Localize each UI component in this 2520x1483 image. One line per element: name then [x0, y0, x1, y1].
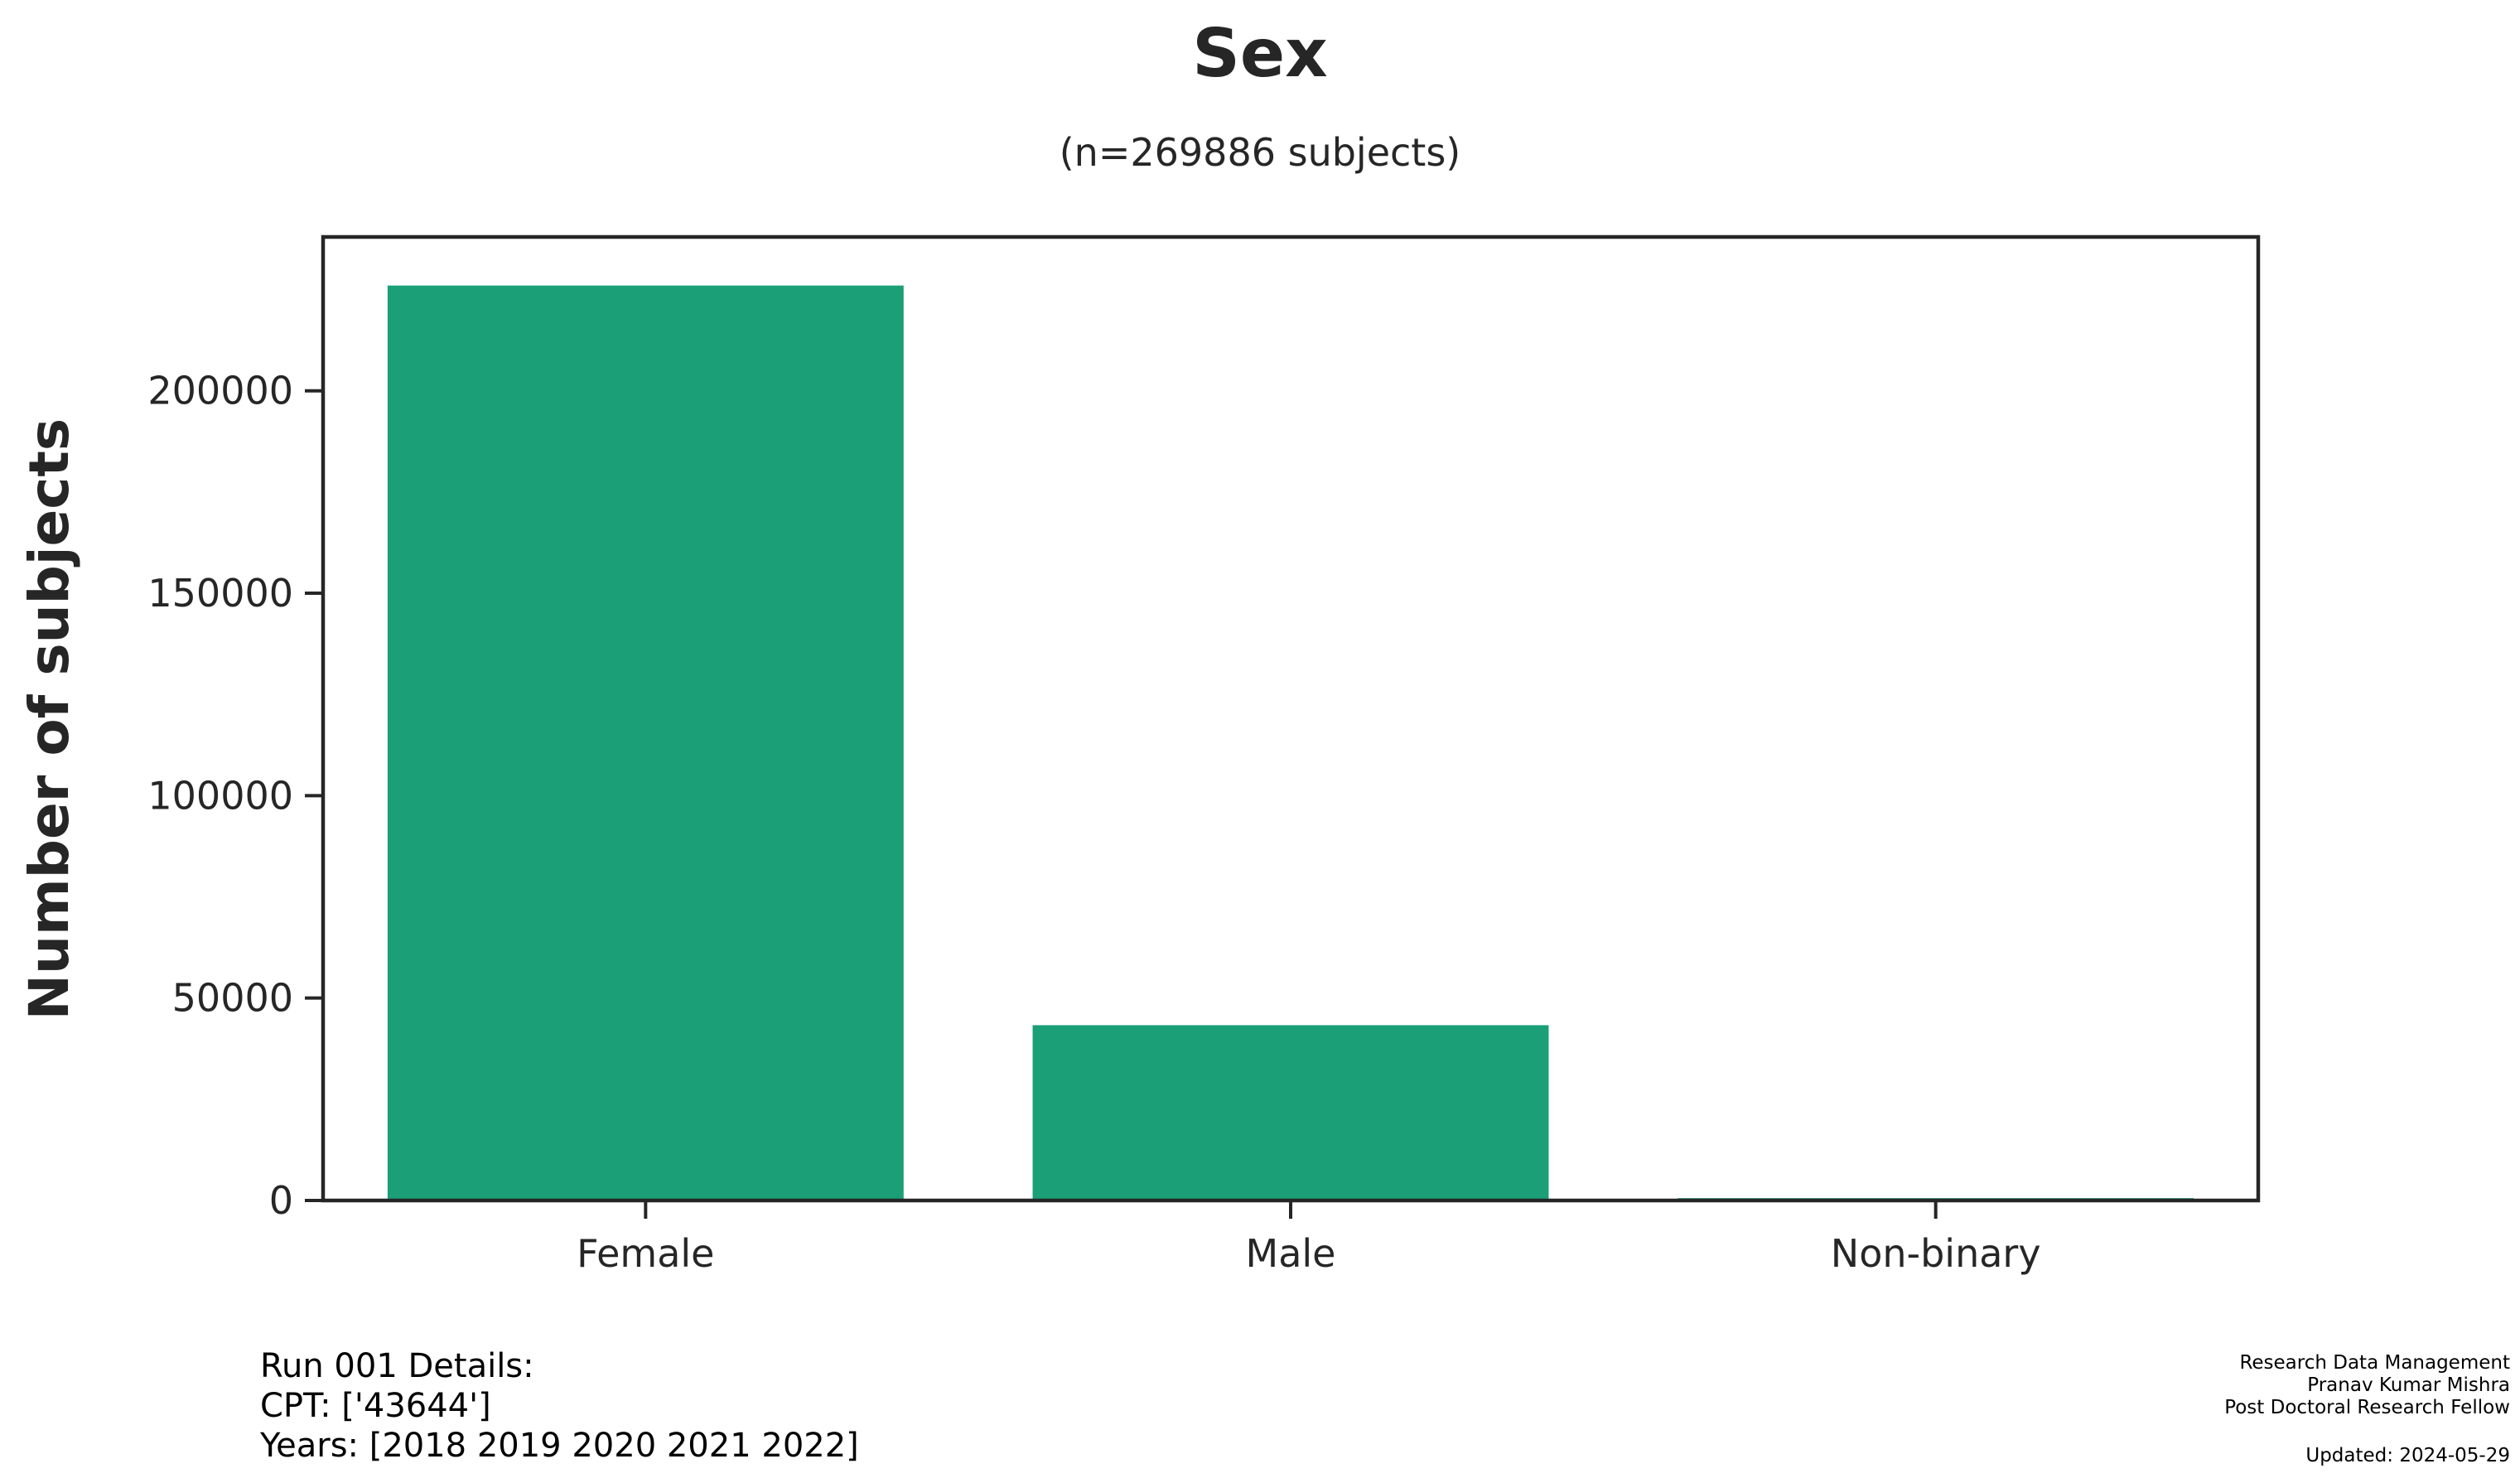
credits-block: Research Data Management Pranav Kumar Mi…	[2224, 1352, 2510, 1466]
y-tick-label: 200000	[147, 369, 293, 413]
chart-subtitle: (n=269886 subjects)	[1060, 130, 1461, 175]
run-details-line: Run 001 Details:	[260, 1347, 534, 1385]
y-axis-label: Number of subjects	[17, 418, 81, 1020]
y-tick-label: 0	[269, 1178, 293, 1223]
bar-male	[1032, 1025, 1549, 1200]
credits-line: Research Data Management	[2239, 1352, 2510, 1374]
x-tick-label: Female	[577, 1231, 714, 1276]
updated-date: Updated: 2024-05-29	[2305, 1445, 2510, 1466]
credits-line: Post Doctoral Research Fellow	[2224, 1397, 2510, 1418]
run-details-line: CPT: ['43644']	[260, 1387, 491, 1425]
y-axis-ticks: 0 50000 100000 150000 200000	[147, 369, 323, 1223]
chart-title: Sex	[1192, 15, 1327, 92]
run-details-block: Run 001 Details: CPT: ['43644'] Years: […	[259, 1347, 859, 1465]
y-tick-label: 100000	[147, 773, 293, 818]
run-details-line: Years: [2018 2019 2020 2021 2022]	[259, 1427, 859, 1465]
x-tick-label: Male	[1246, 1231, 1336, 1276]
bar-female	[387, 285, 904, 1200]
x-tick-label: Non-binary	[1831, 1231, 2041, 1276]
credits-line: Pranav Kumar Mishra	[2307, 1374, 2510, 1396]
bars-group	[387, 285, 2194, 1200]
x-axis-ticks: Female Male Non-binary	[577, 1200, 2041, 1276]
y-tick-label: 150000	[147, 571, 293, 616]
plot-area: 0 50000 100000 150000 200000 Female Male Non-b…	[147, 234, 2261, 1276]
y-tick-label: 50000	[172, 976, 293, 1021]
